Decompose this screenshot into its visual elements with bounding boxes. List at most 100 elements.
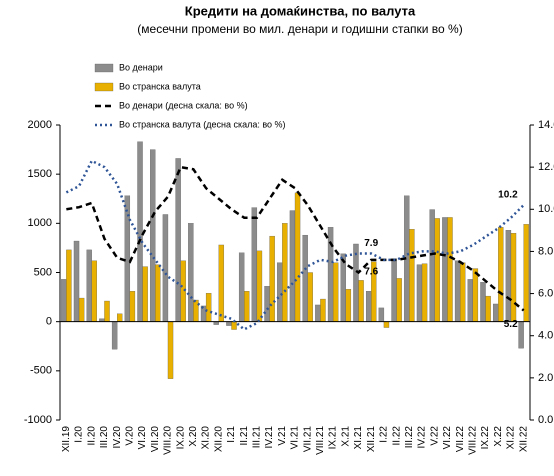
bar — [345, 289, 352, 322]
bar — [358, 280, 364, 322]
bar — [505, 230, 512, 322]
x-tick-label: I.20 — [74, 426, 85, 443]
bar — [61, 279, 67, 322]
y-tick-label: 0 — [46, 316, 52, 328]
x-tick-label: V.20 — [125, 426, 136, 446]
bar — [86, 249, 92, 322]
value-label: 7.9 — [364, 238, 378, 249]
value-label: 7.6 — [364, 266, 378, 277]
y-tick-label: -500 — [30, 365, 52, 377]
bar — [167, 321, 174, 379]
x-tick-label: XII.20 — [213, 426, 224, 453]
bar — [162, 214, 169, 322]
bar — [340, 253, 346, 322]
bar — [129, 291, 136, 322]
line — [66, 165, 525, 312]
x-tick-label: XI.20 — [201, 426, 212, 450]
y-tick-label: 1500 — [28, 168, 52, 180]
bar — [289, 210, 296, 322]
bar — [244, 291, 250, 322]
bar — [155, 264, 161, 322]
x-tick-label: II.22 — [391, 426, 402, 446]
bar — [256, 250, 263, 322]
bar — [315, 304, 321, 322]
bar — [409, 229, 415, 322]
x-tick-label: VII.21 — [302, 426, 313, 453]
x-tick-label: XII.19 — [61, 426, 72, 453]
bar — [238, 252, 245, 322]
y2-tick-label: 10.0 — [538, 203, 554, 215]
x-tick-label: VI.20 — [137, 426, 148, 450]
bar — [111, 321, 118, 350]
bar — [485, 295, 491, 322]
x-tick-label: VI.22 — [442, 426, 453, 450]
bar — [391, 258, 397, 322]
bar — [264, 286, 270, 322]
legend-label: Во странска валута (десна скала: во %) — [119, 119, 286, 129]
bar — [383, 321, 390, 328]
legend-label: Во денари — [119, 62, 163, 72]
bar — [104, 300, 110, 322]
y2-tick-label: 6.0 — [538, 287, 553, 299]
bar — [459, 262, 466, 322]
bar — [180, 260, 186, 322]
value-label: 5.2 — [504, 319, 518, 330]
x-tick-label: IV.21 — [264, 426, 275, 449]
legend-label: Во денари (десна скала: во %) — [119, 100, 248, 110]
bar — [66, 249, 72, 322]
x-tick-label: IX.21 — [328, 426, 339, 450]
bar — [78, 297, 85, 322]
bar — [378, 307, 385, 322]
bar — [454, 260, 461, 322]
x-tick-label: X.21 — [340, 426, 351, 447]
bar — [73, 240, 80, 322]
value-label: 10.2 — [498, 190, 518, 201]
x-tick-label: IV.22 — [417, 426, 428, 449]
y-tick-label: 1000 — [28, 217, 52, 229]
bar — [226, 321, 232, 326]
bar — [218, 244, 225, 322]
x-tick-label: VIII.21 — [315, 426, 326, 455]
bar — [282, 223, 288, 322]
x-tick-label: III.21 — [252, 426, 263, 449]
bar — [188, 223, 194, 322]
chart-title: Кредити на домаќинства, по валута — [185, 3, 416, 18]
bar — [472, 268, 479, 322]
x-tick-label: IX.22 — [480, 426, 491, 450]
bar — [421, 263, 428, 322]
x-tick-label: III.20 — [99, 426, 110, 449]
bar — [434, 218, 440, 322]
y2-tick-label: 0.0 — [538, 414, 553, 426]
bar — [416, 264, 423, 322]
bar — [467, 279, 473, 322]
bar — [320, 298, 326, 322]
legend-label: Во странска валута — [119, 81, 201, 91]
y2-tick-label: 8.0 — [538, 245, 553, 257]
bar — [510, 233, 517, 322]
bar — [396, 278, 402, 322]
bar — [150, 149, 156, 322]
x-tick-label: II.21 — [239, 426, 250, 446]
x-tick-label: XII.21 — [366, 426, 377, 453]
bar — [332, 262, 339, 322]
x-tick-label: II.20 — [86, 426, 97, 446]
bar — [442, 217, 448, 322]
x-tick-label: VIII.22 — [467, 426, 478, 455]
x-tick-label: V.21 — [277, 426, 288, 446]
y2-tick-label: 14.0 — [538, 119, 554, 131]
bar — [447, 217, 453, 322]
x-tick-label: XI.22 — [506, 426, 517, 450]
y2-tick-label: 12.0 — [538, 161, 554, 173]
bar — [137, 141, 143, 322]
y2-tick-label: 4.0 — [538, 330, 553, 342]
chart-subtitle: (месечни промени во мил. денари и годишн… — [137, 22, 462, 36]
bar — [294, 192, 301, 322]
bar — [480, 282, 486, 322]
bar — [277, 262, 283, 322]
y-tick-label: 500 — [34, 266, 52, 278]
x-tick-label: III.22 — [404, 426, 415, 449]
x-tick-label: VII.20 — [150, 426, 161, 453]
bar — [307, 272, 313, 322]
bar — [523, 224, 529, 322]
